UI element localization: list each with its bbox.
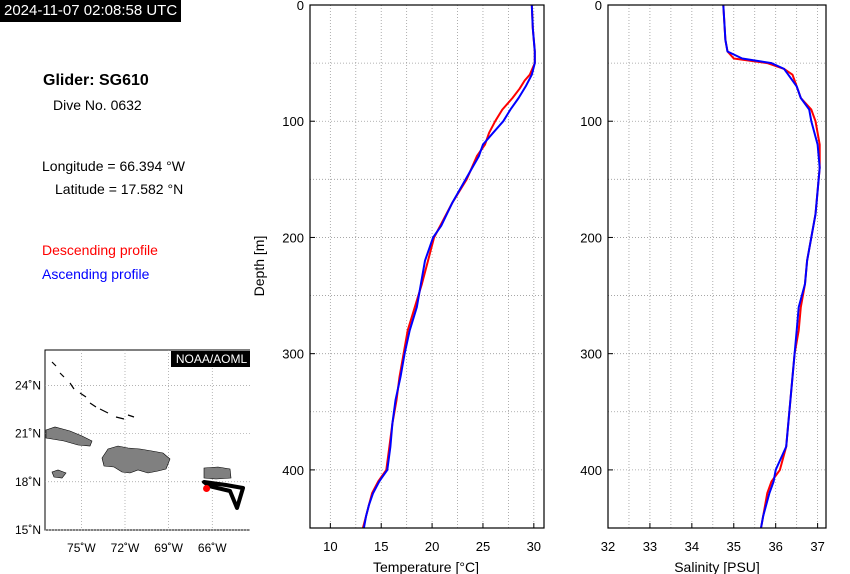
bahamas-islands xyxy=(51,361,135,420)
map-lon-label: 66˚W xyxy=(198,541,227,555)
y-tick-label: 0 xyxy=(297,0,304,13)
map-land xyxy=(45,361,232,480)
glider-name: Glider: SG610 xyxy=(43,72,149,89)
y-tick-label: 100 xyxy=(580,114,602,129)
x-tick-label: 30 xyxy=(527,539,541,554)
legend-ascending: Ascending profile xyxy=(42,266,150,282)
x-tick-label: 15 xyxy=(374,539,388,554)
temperature-xlabel: Temperature [°C] xyxy=(373,559,479,574)
descending-profile-line xyxy=(361,4,536,529)
y-tick-label: 300 xyxy=(580,347,602,362)
hispaniola-island xyxy=(101,445,171,474)
x-tick-label: 33 xyxy=(643,539,657,554)
y-tick-label: 0 xyxy=(595,0,602,13)
timestamp: 2024-11-07 02:08:58 UTC xyxy=(0,0,182,22)
depth-ylabel: Depth [m] xyxy=(251,236,267,297)
map-lon-label: 75˚W xyxy=(67,541,96,555)
map-lat-label: 18˚N xyxy=(15,475,41,489)
temperature-series xyxy=(361,4,536,529)
legend-descending: Descending profile xyxy=(42,242,158,258)
y-tick-label: 200 xyxy=(580,230,602,245)
x-tick-label: 32 xyxy=(601,539,615,554)
x-tick-label: 10 xyxy=(323,539,337,554)
map-lat-label: 21˚N xyxy=(15,427,41,441)
x-tick-label: 37 xyxy=(810,539,824,554)
latitude-readout: Latitude = 17.582 °N xyxy=(55,181,184,197)
glider-track xyxy=(202,480,245,510)
y-tick-label: 400 xyxy=(282,463,304,478)
cuba-island xyxy=(45,426,93,447)
y-tick-label: 200 xyxy=(282,230,304,245)
temperature-frame xyxy=(309,4,545,529)
map-badge-bg xyxy=(171,351,250,367)
map-lat-label: 15˚N xyxy=(15,523,41,537)
y-tick-label: 400 xyxy=(580,463,602,478)
x-tick-label: 34 xyxy=(685,539,699,554)
puerto-rico-island xyxy=(203,466,232,480)
map-lat-label: 24˚N xyxy=(15,378,41,392)
map-axis-labels: 75˚W 72˚W 69˚W 66˚W 24˚N 21˚N 18˚N 15˚N xyxy=(15,378,227,555)
glider-position-marker xyxy=(203,485,211,493)
jamaica-island xyxy=(51,469,67,479)
map-badge: NOAA/AOML xyxy=(176,352,248,366)
map-lon-label: 69˚W xyxy=(154,541,183,555)
longitude-readout: Longitude = 66.394 °W xyxy=(42,158,185,174)
descending-profile-line xyxy=(722,4,821,529)
salinity-grid xyxy=(607,4,826,529)
ascending-profile-line xyxy=(722,4,821,529)
salinity-frame xyxy=(607,4,827,529)
ascending-profile-line xyxy=(362,4,536,529)
x-tick-label: 20 xyxy=(425,539,439,554)
map-lon-label: 72˚W xyxy=(111,541,140,555)
location-map: NOAA/AOML 75˚W 72˚W 69˚W 66˚W 24˚N 21˚N 18˚N 15… xyxy=(15,349,250,555)
x-tick-label: 25 xyxy=(476,539,490,554)
salinity-xlabel: Salinity [PSU] xyxy=(674,559,760,574)
x-tick-label: 35 xyxy=(727,539,741,554)
temperature-grid xyxy=(310,4,544,529)
y-tick-label: 100 xyxy=(282,114,304,129)
salinity-chart: 32 33 34 35 36 37 0 100 200 300 400 Salinity [PSU] xyxy=(580,0,827,574)
y-tick-label: 300 xyxy=(282,347,304,362)
dive-number: Dive No. 0632 xyxy=(53,97,142,113)
x-tick-label: 36 xyxy=(768,539,782,554)
salinity-series xyxy=(722,4,821,529)
salinity-ticks: 32 33 34 35 36 37 0 100 200 300 400 xyxy=(580,0,825,554)
